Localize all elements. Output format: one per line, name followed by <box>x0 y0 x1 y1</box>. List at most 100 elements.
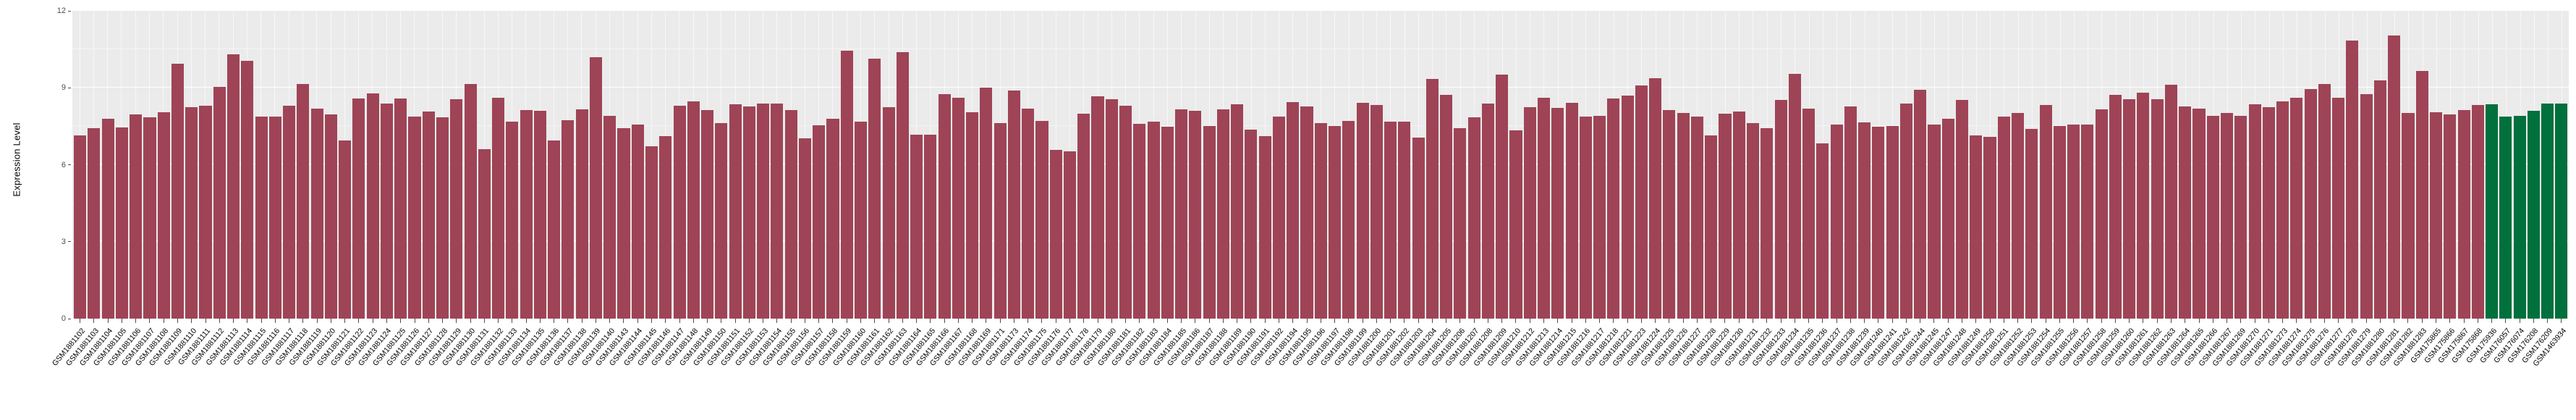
bar[interactable] <box>2192 109 2206 319</box>
bar[interactable] <box>2541 104 2554 319</box>
bar[interactable] <box>268 116 281 319</box>
bar[interactable] <box>1955 100 1969 319</box>
bar[interactable] <box>2179 106 2192 319</box>
bar[interactable] <box>171 63 185 319</box>
bar[interactable] <box>2234 116 2247 319</box>
bar[interactable] <box>575 109 588 319</box>
bar[interactable] <box>2346 40 2359 319</box>
bar[interactable] <box>533 111 546 319</box>
bar[interactable] <box>1007 90 1020 319</box>
bar[interactable] <box>1161 127 1174 319</box>
bar[interactable] <box>478 148 491 319</box>
bar[interactable] <box>854 122 868 319</box>
bar[interactable] <box>352 98 365 319</box>
bar[interactable] <box>2123 99 2136 319</box>
bar[interactable] <box>659 135 672 319</box>
bar[interactable] <box>1091 96 1104 319</box>
bar[interactable] <box>1496 74 1509 319</box>
bar[interactable] <box>1425 78 1439 319</box>
bar[interactable] <box>1844 106 1857 319</box>
bar[interactable] <box>924 134 937 319</box>
bar[interactable] <box>2444 114 2457 319</box>
bar[interactable] <box>548 140 561 319</box>
bar[interactable] <box>2388 35 2401 319</box>
bar[interactable] <box>2164 85 2178 319</box>
bar[interactable] <box>2067 124 2080 319</box>
bar[interactable] <box>2499 116 2512 319</box>
bar[interactable] <box>1899 103 1912 319</box>
bar[interactable] <box>450 99 463 319</box>
bar[interactable] <box>1983 136 1996 319</box>
bar[interactable] <box>2527 111 2540 319</box>
bar[interactable] <box>520 110 533 319</box>
bar[interactable] <box>1105 99 1118 319</box>
bar[interactable] <box>2053 125 2066 319</box>
bar[interactable] <box>1774 100 1787 319</box>
bar[interactable] <box>2457 110 2470 319</box>
bar[interactable] <box>227 54 240 319</box>
bar[interactable] <box>1523 106 1536 319</box>
bar[interactable] <box>589 56 602 319</box>
bar[interactable] <box>1788 73 1801 319</box>
bar[interactable] <box>2486 104 2499 319</box>
bar[interactable] <box>283 106 296 319</box>
bar[interactable] <box>492 97 505 319</box>
bar[interactable] <box>394 98 407 319</box>
bar[interactable] <box>645 146 658 319</box>
bar[interactable] <box>1454 128 1467 319</box>
bar[interactable] <box>1551 107 1564 319</box>
bar[interactable] <box>813 125 826 319</box>
bar[interactable] <box>1816 143 1829 319</box>
bar[interactable] <box>2318 83 2331 319</box>
bar[interactable] <box>2373 80 2386 319</box>
bar[interactable] <box>1342 120 1355 319</box>
bar[interactable] <box>2012 112 2025 319</box>
bar[interactable] <box>74 135 87 319</box>
bar[interactable] <box>2471 105 2484 319</box>
bar[interactable] <box>185 106 198 319</box>
bar[interactable] <box>1746 123 1760 319</box>
bar[interactable] <box>2276 101 2289 319</box>
bar[interactable] <box>715 123 728 319</box>
bar[interactable] <box>1398 122 1411 319</box>
bar[interactable] <box>324 114 337 319</box>
bar[interactable] <box>1593 115 1606 319</box>
bar[interactable] <box>1440 95 1453 319</box>
bar[interactable] <box>2109 95 2122 319</box>
bar[interactable] <box>1147 122 1160 319</box>
bar[interactable] <box>506 122 519 319</box>
bar[interactable] <box>687 101 700 319</box>
bar[interactable] <box>1412 137 1425 319</box>
bar[interactable] <box>2332 97 2345 319</box>
bar[interactable] <box>1272 116 1286 319</box>
bar[interactable] <box>952 97 965 319</box>
bar[interactable] <box>966 112 979 319</box>
bar[interactable] <box>2081 124 2094 319</box>
bar[interactable] <box>2290 97 2303 319</box>
bar[interactable] <box>980 88 993 319</box>
bar[interactable] <box>255 116 268 319</box>
bar[interactable] <box>826 119 839 319</box>
bar[interactable] <box>882 106 895 319</box>
bar[interactable] <box>1761 128 1774 319</box>
bar[interactable] <box>1509 130 1522 319</box>
bar[interactable] <box>2025 128 2038 319</box>
bar[interactable] <box>2555 104 2568 319</box>
bar[interactable] <box>297 83 310 319</box>
bar[interactable] <box>2095 109 2108 319</box>
bar[interactable] <box>1467 117 1480 319</box>
bar[interactable] <box>380 103 394 319</box>
bar[interactable] <box>938 94 951 319</box>
bar[interactable] <box>1970 135 1983 319</box>
bar[interactable] <box>1329 125 1342 319</box>
bar[interactable] <box>1035 121 1048 319</box>
bar[interactable] <box>1886 126 1899 319</box>
bar[interactable] <box>1481 104 1494 319</box>
bar[interactable] <box>213 87 226 319</box>
bar[interactable] <box>1858 122 1871 319</box>
bar[interactable] <box>868 58 881 319</box>
bar[interactable] <box>742 106 755 319</box>
bar[interactable] <box>1203 125 1216 319</box>
bar[interactable] <box>1356 102 1369 319</box>
bar[interactable] <box>1063 151 1077 319</box>
